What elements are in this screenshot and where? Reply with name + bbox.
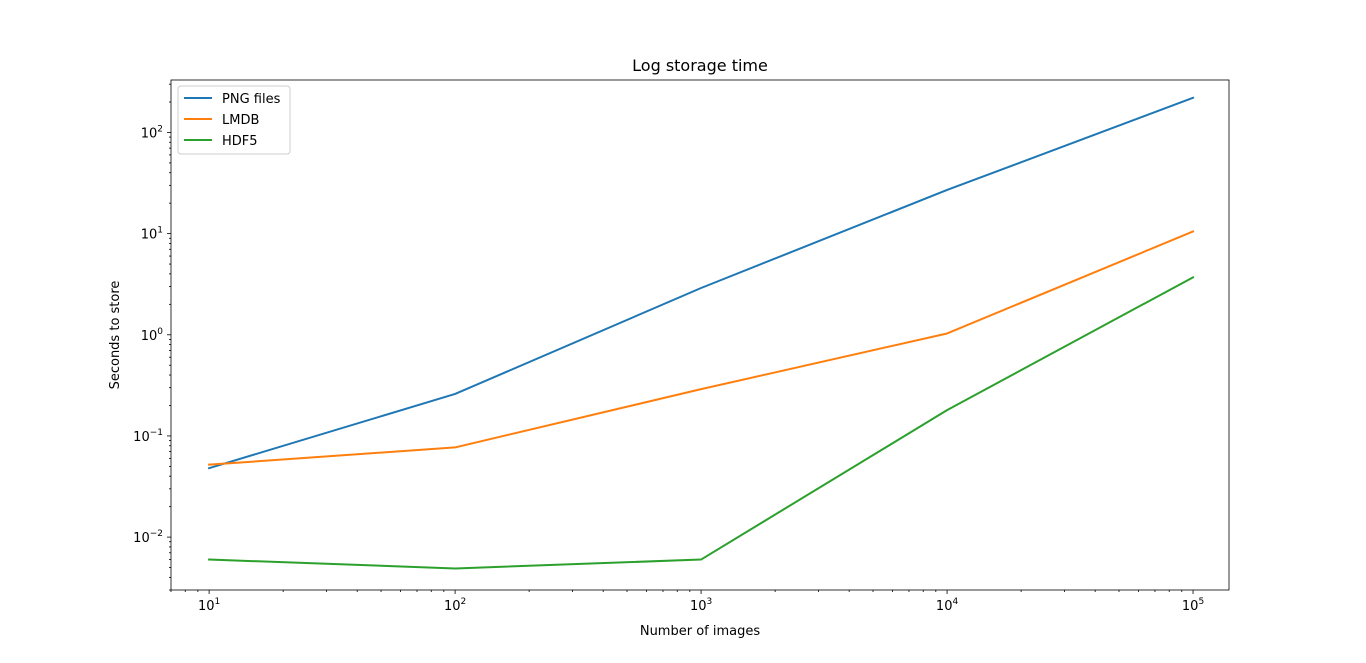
series-line-hdf5 — [208, 275, 1195, 570]
x-tick-label: 101 — [198, 597, 220, 614]
x-tick-label: 103 — [690, 597, 712, 614]
legend: PNG files LMDB HDF5 — [177, 85, 291, 155]
y-tick-label: 102 — [141, 124, 163, 141]
x-tick-label: 104 — [936, 597, 959, 614]
x-tick-label: 102 — [444, 597, 466, 614]
legend-label: HDF5 — [222, 134, 258, 149]
y-tick-label: 100 — [141, 327, 164, 344]
legend-box — [177, 85, 291, 155]
y-axis-label: Seconds to store — [108, 281, 123, 390]
x-tick-label: 105 — [1182, 597, 1204, 614]
axes-frame — [170, 79, 1230, 591]
x-axis-label: Number of images — [640, 624, 761, 639]
plot-area: 101 102 103 104 105 10−2 10−1 100 101 102 — [133, 79, 1230, 614]
series-line-lmdb — [208, 230, 1195, 466]
legend-label: PNG files — [222, 92, 281, 107]
series-line-png-files — [207, 96, 1195, 470]
legend-label: LMDB — [222, 113, 259, 128]
y-tick-label: 10−1 — [133, 428, 163, 445]
y-tick-label: 10−2 — [133, 529, 163, 546]
y-tick-label: 101 — [141, 226, 163, 243]
chart-title: Log storage time — [632, 56, 768, 75]
